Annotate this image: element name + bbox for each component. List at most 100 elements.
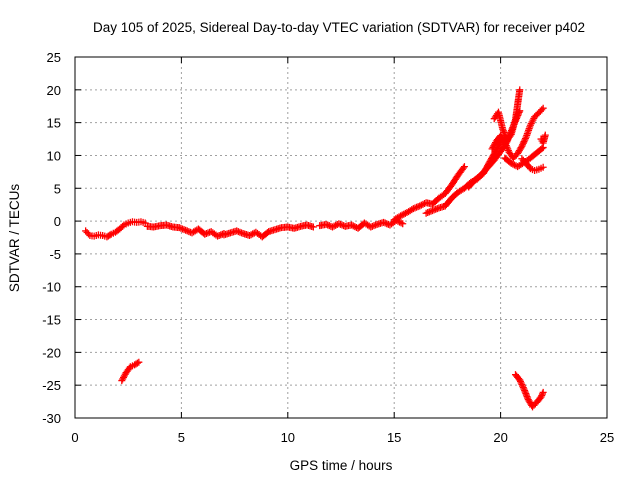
data-point xyxy=(247,231,255,239)
data-point xyxy=(175,224,183,232)
data-point xyxy=(328,223,336,231)
data-point xyxy=(521,135,529,143)
data-point xyxy=(182,226,190,234)
data-point xyxy=(177,224,185,232)
data-point xyxy=(183,227,191,235)
chart-title: Day 105 of 2025, Sidereal Day-to-day VTE… xyxy=(93,20,585,35)
data-point xyxy=(330,222,338,230)
y-tick-label: 15 xyxy=(47,116,61,131)
data-point xyxy=(332,221,340,229)
data-point xyxy=(417,201,425,209)
y-tick-label: -25 xyxy=(42,378,61,393)
y-tick-label: -10 xyxy=(42,280,61,295)
data-point xyxy=(411,204,419,212)
series-arc-13 xyxy=(118,358,143,385)
data-point xyxy=(516,376,524,384)
data-point xyxy=(119,222,127,230)
data-point xyxy=(509,160,517,168)
data-point xyxy=(427,207,435,215)
y-tick-label: 0 xyxy=(54,214,61,229)
x-tick-label: 5 xyxy=(178,430,185,445)
x-tick-label: 15 xyxy=(387,430,401,445)
y-tick-label: -5 xyxy=(49,247,61,262)
data-point xyxy=(245,232,253,240)
y-tick-label: 10 xyxy=(47,148,61,163)
data-point xyxy=(238,229,246,237)
data-point xyxy=(413,203,421,211)
data-point xyxy=(541,131,549,139)
data-point xyxy=(414,203,422,211)
y-tick-label: -15 xyxy=(42,313,61,328)
data-point xyxy=(422,209,430,217)
data-point xyxy=(519,139,527,147)
data-point xyxy=(233,227,241,235)
data-point xyxy=(538,391,546,399)
data-point xyxy=(430,206,438,214)
data-point xyxy=(419,200,427,208)
data-point xyxy=(397,212,405,220)
series-arc-11 xyxy=(518,155,547,175)
data-point xyxy=(503,143,511,151)
data-point xyxy=(336,220,344,228)
series-arc-3 xyxy=(220,221,317,241)
data-point xyxy=(519,141,527,149)
data-point xyxy=(539,104,547,112)
x-tick-label: 0 xyxy=(71,430,78,445)
data-point xyxy=(202,230,210,238)
data-point xyxy=(368,222,376,230)
data-point xyxy=(516,377,524,385)
data-point xyxy=(518,381,526,389)
data-point xyxy=(504,145,512,153)
data-point xyxy=(539,163,547,171)
data-point xyxy=(348,221,356,229)
y-axis-label: SDTVAR / TECUs xyxy=(7,184,22,293)
data-point xyxy=(381,219,389,227)
data-point xyxy=(409,205,417,213)
series-arc-14 xyxy=(511,371,547,411)
grid xyxy=(75,57,607,418)
data-point xyxy=(400,210,408,218)
data-point xyxy=(516,86,524,94)
data-point xyxy=(507,159,515,167)
data-point xyxy=(399,220,407,228)
data-point xyxy=(349,222,357,230)
data-point xyxy=(538,106,546,114)
data-point xyxy=(106,231,114,239)
data-point xyxy=(502,140,510,148)
data-point xyxy=(367,223,375,231)
data-point xyxy=(178,225,186,233)
y-tick-label: 20 xyxy=(47,83,61,98)
axis-ticks: 0 5 10 15 20 25 -30 -25 -20 -15 -10 -5 0 5 10 15 20 25 xyxy=(42,50,614,445)
data-point xyxy=(510,161,518,169)
series-arc-5 xyxy=(390,163,468,224)
data-point xyxy=(520,138,528,146)
data-point xyxy=(133,359,141,367)
series-arc-2 xyxy=(143,221,228,240)
data-point xyxy=(425,208,433,216)
data-point xyxy=(521,136,529,144)
data-point xyxy=(502,142,510,150)
data-point xyxy=(424,209,432,217)
data-point xyxy=(398,211,406,219)
y-tick-label: -30 xyxy=(42,411,61,426)
data-point xyxy=(539,388,547,396)
data-point xyxy=(433,205,441,213)
data-point xyxy=(338,221,346,229)
data-point xyxy=(215,232,223,240)
plot-frame xyxy=(74,56,608,419)
data-point xyxy=(324,221,332,229)
data-point xyxy=(180,226,188,234)
data-point xyxy=(380,218,388,226)
y-tick-label: 5 xyxy=(54,181,61,196)
data-point xyxy=(538,145,546,153)
data-point xyxy=(538,390,546,398)
data-point xyxy=(537,393,545,401)
data-point xyxy=(519,384,527,392)
series-arc-4 xyxy=(316,216,407,232)
x-tick-label: 20 xyxy=(493,430,507,445)
y-tick-label: -20 xyxy=(42,345,61,360)
series-arc-9 xyxy=(490,86,524,144)
y-tick-label: 25 xyxy=(47,50,61,65)
data-point xyxy=(408,206,416,214)
